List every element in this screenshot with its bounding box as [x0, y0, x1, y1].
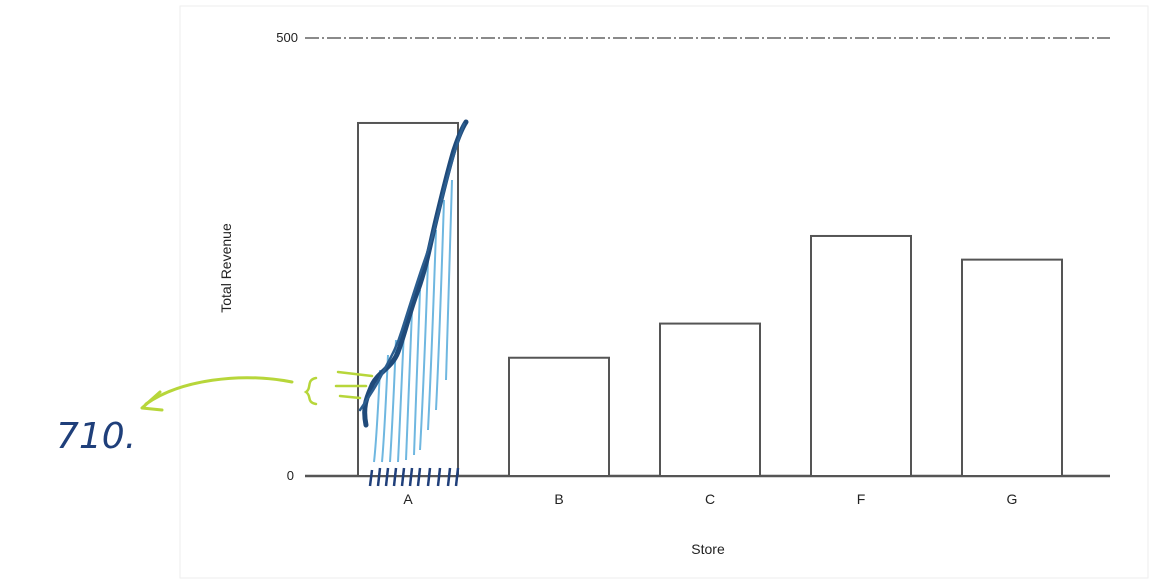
x-tick-label-g: G — [1007, 491, 1018, 507]
x-tick-label-a: A — [403, 491, 413, 507]
y-tick-label-0: 0 — [287, 468, 294, 483]
arrow-head — [140, 390, 164, 412]
y-tick-labels: 500 0 — [276, 30, 298, 483]
bar-c — [659, 322, 761, 477]
x-tick-label-f: F — [857, 491, 866, 507]
bar-f — [810, 234, 912, 477]
bar-b — [508, 356, 610, 477]
x-tick-label-c: C — [705, 491, 715, 507]
tally-strokes — [373, 179, 453, 463]
y-axis-title: Total Revenue — [218, 223, 234, 313]
x-tick-label-b: B — [554, 491, 563, 507]
bar-g — [961, 258, 1063, 477]
cumulative-scribble-2 — [358, 122, 466, 412]
handwritten-annotations: 710. — [56, 119, 469, 487]
green-bracket — [303, 370, 374, 406]
bottom-tallies — [368, 467, 460, 487]
x-axis-title: Store — [691, 541, 725, 557]
handwritten-value: 710. — [56, 416, 136, 457]
cumulative-scribble — [362, 119, 469, 428]
y-tick-label-500: 500 — [276, 30, 298, 45]
bars — [357, 121, 1063, 478]
page-frame — [179, 5, 1149, 579]
arrow-shaft — [144, 376, 294, 406]
